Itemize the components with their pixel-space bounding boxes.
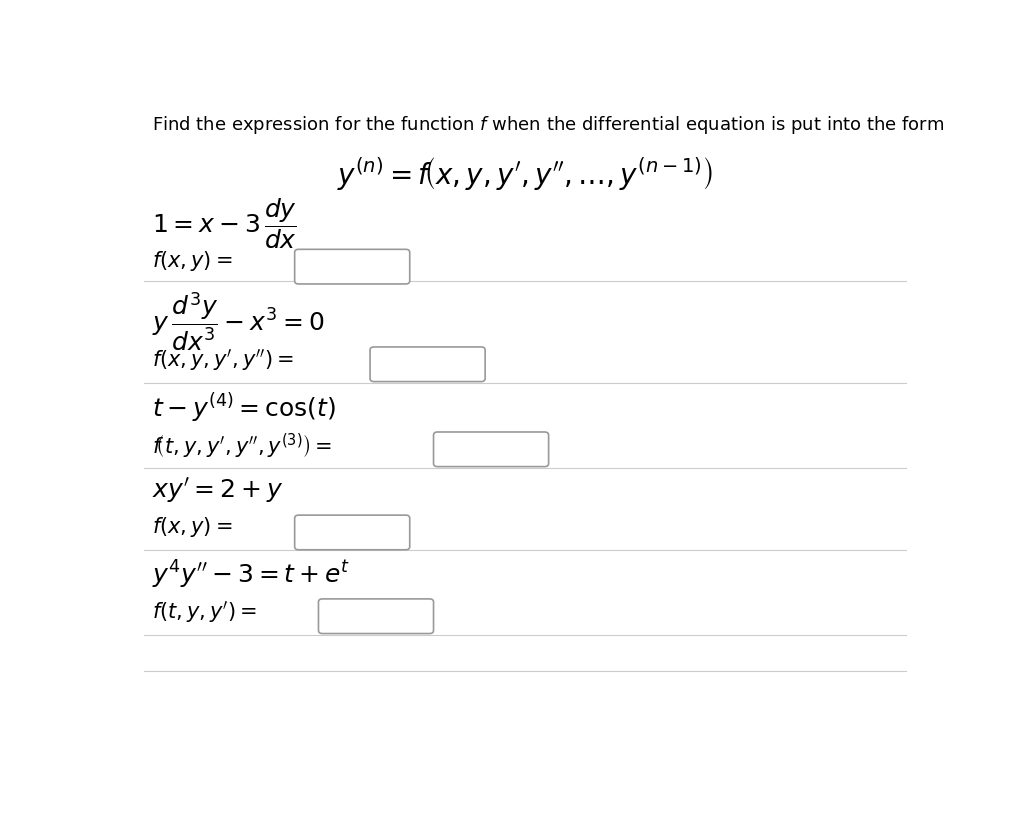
FancyBboxPatch shape <box>433 432 549 466</box>
Text: $f(x, y) =$: $f(x, y) =$ <box>152 515 232 539</box>
Text: Find the expression for the function $f$ when the differential equation is put i: Find the expression for the function $f$… <box>152 114 944 136</box>
FancyBboxPatch shape <box>370 347 485 382</box>
Text: $f(x, y) =$: $f(x, y) =$ <box>152 249 232 273</box>
Text: $xy' = 2 + y$: $xy' = 2 + y$ <box>152 476 283 505</box>
Text: $t - y^{(4)} = \cos(t)$: $t - y^{(4)} = \cos(t)$ <box>152 392 336 425</box>
FancyBboxPatch shape <box>295 249 410 284</box>
Text: $y^{(n)} = f\!\left(x, y, y', y'', \ldots, y^{(n-1)}\right)$: $y^{(n)} = f\!\left(x, y, y', y'', \ldot… <box>337 155 713 192</box>
FancyBboxPatch shape <box>295 515 410 550</box>
Text: $f(t, y, y') =$: $f(t, y, y') =$ <box>152 599 257 625</box>
FancyBboxPatch shape <box>318 599 433 633</box>
Text: $1 = x - 3\,\dfrac{dy}{dx}$: $1 = x - 3\,\dfrac{dy}{dx}$ <box>152 196 297 250</box>
Text: $y^4 y'' - 3 = t + e^t$: $y^4 y'' - 3 = t + e^t$ <box>152 560 350 591</box>
Text: $f(x, y, y', y'') =$: $f(x, y, y', y'') =$ <box>152 347 294 373</box>
Text: $y\,\dfrac{d^3y}{dx^3} - x^3 = 0$: $y\,\dfrac{d^3y}{dx^3} - x^3 = 0$ <box>152 290 325 353</box>
Text: $f\!\left(t, y, y', y'', y^{(3)}\right) =$: $f\!\left(t, y, y', y'', y^{(3)}\right) … <box>152 432 332 461</box>
